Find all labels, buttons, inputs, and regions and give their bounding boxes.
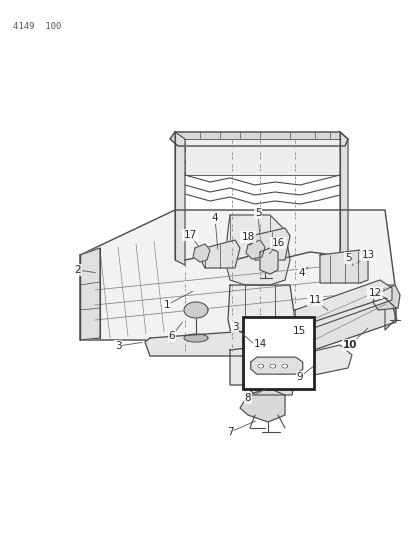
- Polygon shape: [246, 240, 265, 259]
- Text: 18: 18: [242, 232, 255, 242]
- Polygon shape: [340, 132, 348, 258]
- Text: 3: 3: [232, 322, 238, 332]
- Text: 4: 4: [212, 213, 218, 223]
- Text: 3: 3: [115, 341, 121, 351]
- Text: 7: 7: [227, 427, 233, 437]
- Polygon shape: [193, 244, 210, 262]
- Polygon shape: [185, 139, 340, 175]
- Text: 4: 4: [299, 268, 305, 278]
- Polygon shape: [295, 280, 392, 330]
- Polygon shape: [175, 132, 185, 265]
- Text: 1: 1: [164, 300, 170, 310]
- Polygon shape: [251, 357, 303, 374]
- Text: 2: 2: [75, 265, 81, 275]
- Polygon shape: [260, 248, 278, 274]
- Polygon shape: [80, 248, 100, 340]
- Bar: [243, 317, 314, 389]
- Polygon shape: [145, 328, 295, 356]
- Polygon shape: [280, 345, 352, 380]
- Polygon shape: [248, 372, 295, 395]
- Polygon shape: [258, 364, 264, 368]
- Polygon shape: [295, 298, 396, 352]
- Text: 16: 16: [271, 238, 285, 248]
- Polygon shape: [373, 285, 400, 310]
- Text: 17: 17: [183, 230, 197, 240]
- Text: 13: 13: [361, 250, 375, 260]
- Text: 6: 6: [169, 331, 175, 341]
- Polygon shape: [282, 364, 288, 368]
- Polygon shape: [184, 334, 208, 342]
- Polygon shape: [320, 250, 368, 283]
- Polygon shape: [170, 132, 348, 146]
- Text: 8: 8: [245, 393, 251, 403]
- Polygon shape: [184, 302, 208, 318]
- Text: 9: 9: [297, 372, 303, 382]
- Polygon shape: [230, 342, 310, 385]
- Polygon shape: [250, 228, 290, 260]
- Polygon shape: [240, 388, 285, 422]
- Text: 5: 5: [255, 208, 261, 218]
- Text: 15: 15: [293, 326, 306, 336]
- Text: 5: 5: [345, 253, 351, 263]
- Polygon shape: [80, 210, 395, 340]
- Polygon shape: [200, 240, 240, 268]
- Polygon shape: [385, 285, 395, 330]
- Text: 4149  100: 4149 100: [13, 22, 61, 31]
- Polygon shape: [270, 364, 276, 368]
- Polygon shape: [225, 215, 290, 285]
- Text: 12: 12: [368, 288, 381, 298]
- Text: 14: 14: [254, 339, 267, 349]
- Text: 11: 11: [308, 295, 322, 305]
- Polygon shape: [228, 285, 295, 350]
- Text: 10: 10: [343, 340, 357, 350]
